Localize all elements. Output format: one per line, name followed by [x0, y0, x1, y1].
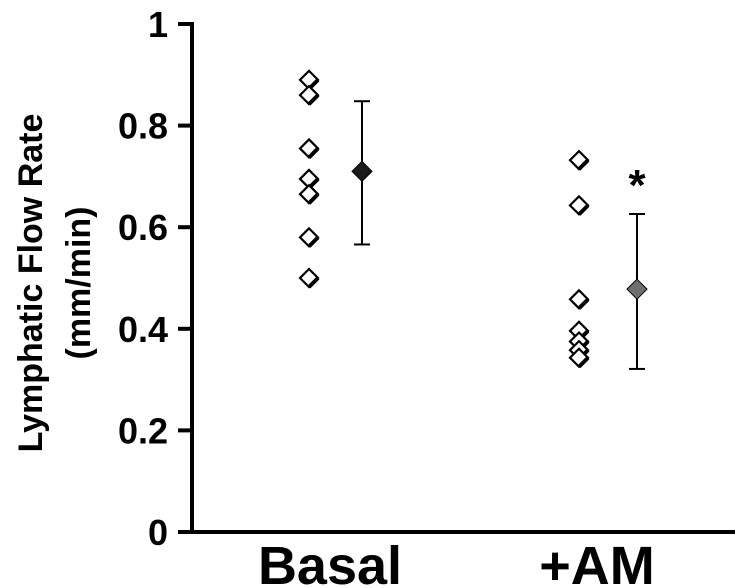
significance-marker: *: [628, 161, 646, 210]
y-tick-label: 0.2: [118, 410, 168, 451]
y-tick-label: 0.6: [118, 207, 168, 248]
data-point: [568, 288, 590, 310]
y-ticks: 0 0.2 0.4 0.6 0.8 1: [118, 4, 192, 553]
y-tick-label: 1: [148, 4, 168, 45]
data-point: [298, 183, 320, 205]
data-point: [298, 226, 320, 248]
x-category-label: +AM: [539, 536, 655, 588]
mean-marker: [626, 278, 648, 300]
y-tick-label: 0.4: [118, 309, 168, 350]
y-axis-title: Lymphatic Flow Rate (mm/min): [12, 114, 98, 453]
data-point: [298, 137, 320, 160]
data-point: [568, 194, 590, 216]
data-point: [298, 267, 320, 289]
y-axis-label: Lymphatic Flow Rate: [12, 114, 50, 453]
data-point: [298, 84, 320, 106]
data-points: [298, 69, 590, 369]
x-category-label: Basal: [258, 536, 402, 588]
mean-markers: *: [351, 100, 648, 370]
mean-marker: [351, 160, 373, 183]
y-axis-unit: (mm/min): [60, 207, 98, 360]
y-tick-label: 0: [148, 512, 168, 553]
x-labels: Basal +AM: [258, 536, 655, 588]
y-tick-label: 0.8: [118, 106, 168, 147]
data-point: [568, 149, 590, 171]
data-point: [568, 347, 590, 369]
axes: [190, 22, 735, 534]
